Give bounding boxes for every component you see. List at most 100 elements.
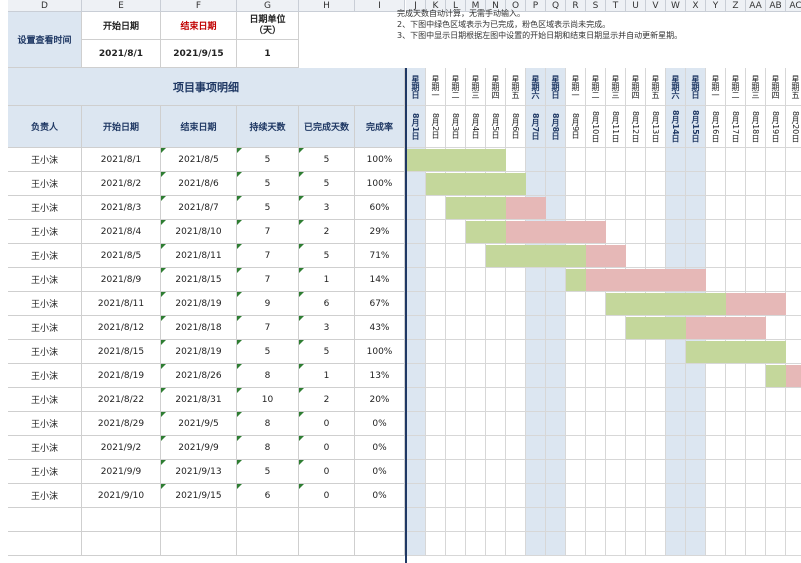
gantt-cell[interactable] bbox=[726, 388, 746, 412]
gantt-cell[interactable] bbox=[546, 436, 566, 460]
column-header-e[interactable]: E bbox=[82, 0, 161, 12]
end-date-cell[interactable]: 2021/8/31 bbox=[161, 388, 237, 412]
gantt-cell[interactable] bbox=[626, 508, 646, 532]
gantt-cell[interactable] bbox=[606, 532, 626, 556]
gantt-cell[interactable] bbox=[746, 244, 766, 268]
gantt-cell[interactable] bbox=[566, 532, 586, 556]
end-date-cell[interactable]: 2021/9/9 bbox=[161, 436, 237, 460]
gantt-cell[interactable] bbox=[566, 148, 586, 172]
gantt-cell[interactable] bbox=[466, 268, 486, 292]
gantt-cell[interactable] bbox=[426, 316, 446, 340]
gantt-cell[interactable] bbox=[706, 148, 726, 172]
gantt-cell[interactable] bbox=[466, 460, 486, 484]
gantt-cell[interactable] bbox=[586, 388, 606, 412]
start-date-cell[interactable]: 2021/9/10 bbox=[82, 484, 161, 508]
gantt-cell[interactable] bbox=[686, 148, 706, 172]
gantt-cell[interactable] bbox=[746, 388, 766, 412]
gantt-cell[interactable] bbox=[506, 532, 526, 556]
gantt-cell[interactable] bbox=[406, 412, 426, 436]
gantt-cell[interactable] bbox=[686, 172, 706, 196]
gantt-cell[interactable] bbox=[406, 436, 426, 460]
gantt-cell[interactable] bbox=[666, 508, 686, 532]
gantt-cell[interactable] bbox=[606, 172, 626, 196]
gantt-cell[interactable] bbox=[426, 436, 446, 460]
gantt-cell[interactable] bbox=[666, 484, 686, 508]
gantt-cell[interactable] bbox=[486, 388, 506, 412]
end-date-cell[interactable] bbox=[161, 532, 237, 556]
gantt-cell[interactable] bbox=[646, 172, 666, 196]
gantt-cell[interactable] bbox=[726, 436, 746, 460]
gantt-cell[interactable] bbox=[466, 484, 486, 508]
gantt-cell[interactable] bbox=[766, 268, 786, 292]
end-date-cell[interactable]: 2021/8/7 bbox=[161, 196, 237, 220]
column-header-v[interactable]: V bbox=[646, 0, 666, 12]
start-date-cell[interactable]: 2021/8/1 bbox=[82, 148, 161, 172]
owner-cell[interactable]: 王小沫 bbox=[8, 460, 82, 484]
owner-cell[interactable]: 王小沫 bbox=[8, 292, 82, 316]
completion-rate-cell[interactable]: 100% bbox=[355, 340, 405, 364]
gantt-cell[interactable] bbox=[526, 268, 546, 292]
gantt-cell[interactable] bbox=[466, 340, 486, 364]
column-header-l[interactable]: L bbox=[446, 0, 466, 12]
gantt-cell[interactable] bbox=[786, 268, 801, 292]
gantt-cell[interactable] bbox=[526, 532, 546, 556]
owner-cell[interactable]: 王小沫 bbox=[8, 364, 82, 388]
gantt-cell[interactable] bbox=[486, 412, 506, 436]
gantt-cell[interactable] bbox=[626, 148, 646, 172]
completion-rate-cell[interactable]: 60% bbox=[355, 196, 405, 220]
gantt-cell[interactable] bbox=[486, 340, 506, 364]
gantt-cell[interactable] bbox=[766, 388, 786, 412]
gantt-cell[interactable] bbox=[526, 508, 546, 532]
completion-rate-cell[interactable]: 13% bbox=[355, 364, 405, 388]
gantt-cell[interactable] bbox=[406, 268, 426, 292]
gantt-cell[interactable] bbox=[466, 388, 486, 412]
gantt-cell[interactable] bbox=[586, 436, 606, 460]
duration-cell[interactable]: 7 bbox=[237, 268, 299, 292]
duration-cell[interactable]: 5 bbox=[237, 460, 299, 484]
owner-cell[interactable]: 王小沫 bbox=[8, 484, 82, 508]
gantt-cell[interactable] bbox=[586, 148, 606, 172]
gantt-cell[interactable] bbox=[706, 484, 726, 508]
gantt-cell[interactable] bbox=[706, 196, 726, 220]
gantt-cell[interactable] bbox=[786, 196, 801, 220]
end-date-cell[interactable]: 2021/8/10 bbox=[161, 220, 237, 244]
gantt-cell[interactable] bbox=[586, 316, 606, 340]
gantt-cell[interactable] bbox=[786, 292, 801, 316]
end-date-cell[interactable]: 2021/8/5 bbox=[161, 148, 237, 172]
gantt-cell[interactable] bbox=[666, 196, 686, 220]
gantt-cell[interactable] bbox=[786, 460, 801, 484]
gantt-cell[interactable] bbox=[626, 484, 646, 508]
gantt-cell[interactable] bbox=[546, 460, 566, 484]
gantt-cell[interactable] bbox=[586, 532, 606, 556]
completion-rate-cell[interactable]: 0% bbox=[355, 436, 405, 460]
end-date-cell[interactable] bbox=[161, 508, 237, 532]
owner-cell[interactable]: 王小沫 bbox=[8, 436, 82, 460]
gantt-cell[interactable] bbox=[646, 460, 666, 484]
gantt-cell[interactable] bbox=[726, 364, 746, 388]
start-date-cell[interactable]: 2021/9/9 bbox=[82, 460, 161, 484]
gantt-cell[interactable] bbox=[646, 436, 666, 460]
gantt-cell[interactable] bbox=[426, 412, 446, 436]
start-date-cell[interactable] bbox=[82, 508, 161, 532]
gantt-cell[interactable] bbox=[766, 148, 786, 172]
gantt-cell[interactable] bbox=[466, 244, 486, 268]
gantt-cell[interactable] bbox=[446, 220, 466, 244]
gantt-cell[interactable] bbox=[626, 244, 646, 268]
gantt-cell[interactable] bbox=[646, 244, 666, 268]
gantt-cell[interactable] bbox=[566, 196, 586, 220]
gantt-cell[interactable] bbox=[746, 532, 766, 556]
gantt-cell[interactable] bbox=[586, 508, 606, 532]
gantt-cell[interactable] bbox=[446, 436, 466, 460]
gantt-cell[interactable] bbox=[426, 268, 446, 292]
completion-rate-cell[interactable]: 71% bbox=[355, 244, 405, 268]
gantt-cell[interactable] bbox=[486, 364, 506, 388]
column-header-o[interactable]: O bbox=[506, 0, 526, 12]
gantt-cell[interactable] bbox=[606, 508, 626, 532]
gantt-cell[interactable] bbox=[546, 364, 566, 388]
gantt-cell[interactable] bbox=[686, 244, 706, 268]
gantt-cell[interactable] bbox=[626, 340, 646, 364]
start-date-cell[interactable]: 2021/8/15 bbox=[82, 340, 161, 364]
owner-cell[interactable]: 王小沫 bbox=[8, 268, 82, 292]
gantt-cell[interactable] bbox=[706, 244, 726, 268]
gantt-cell[interactable] bbox=[606, 196, 626, 220]
